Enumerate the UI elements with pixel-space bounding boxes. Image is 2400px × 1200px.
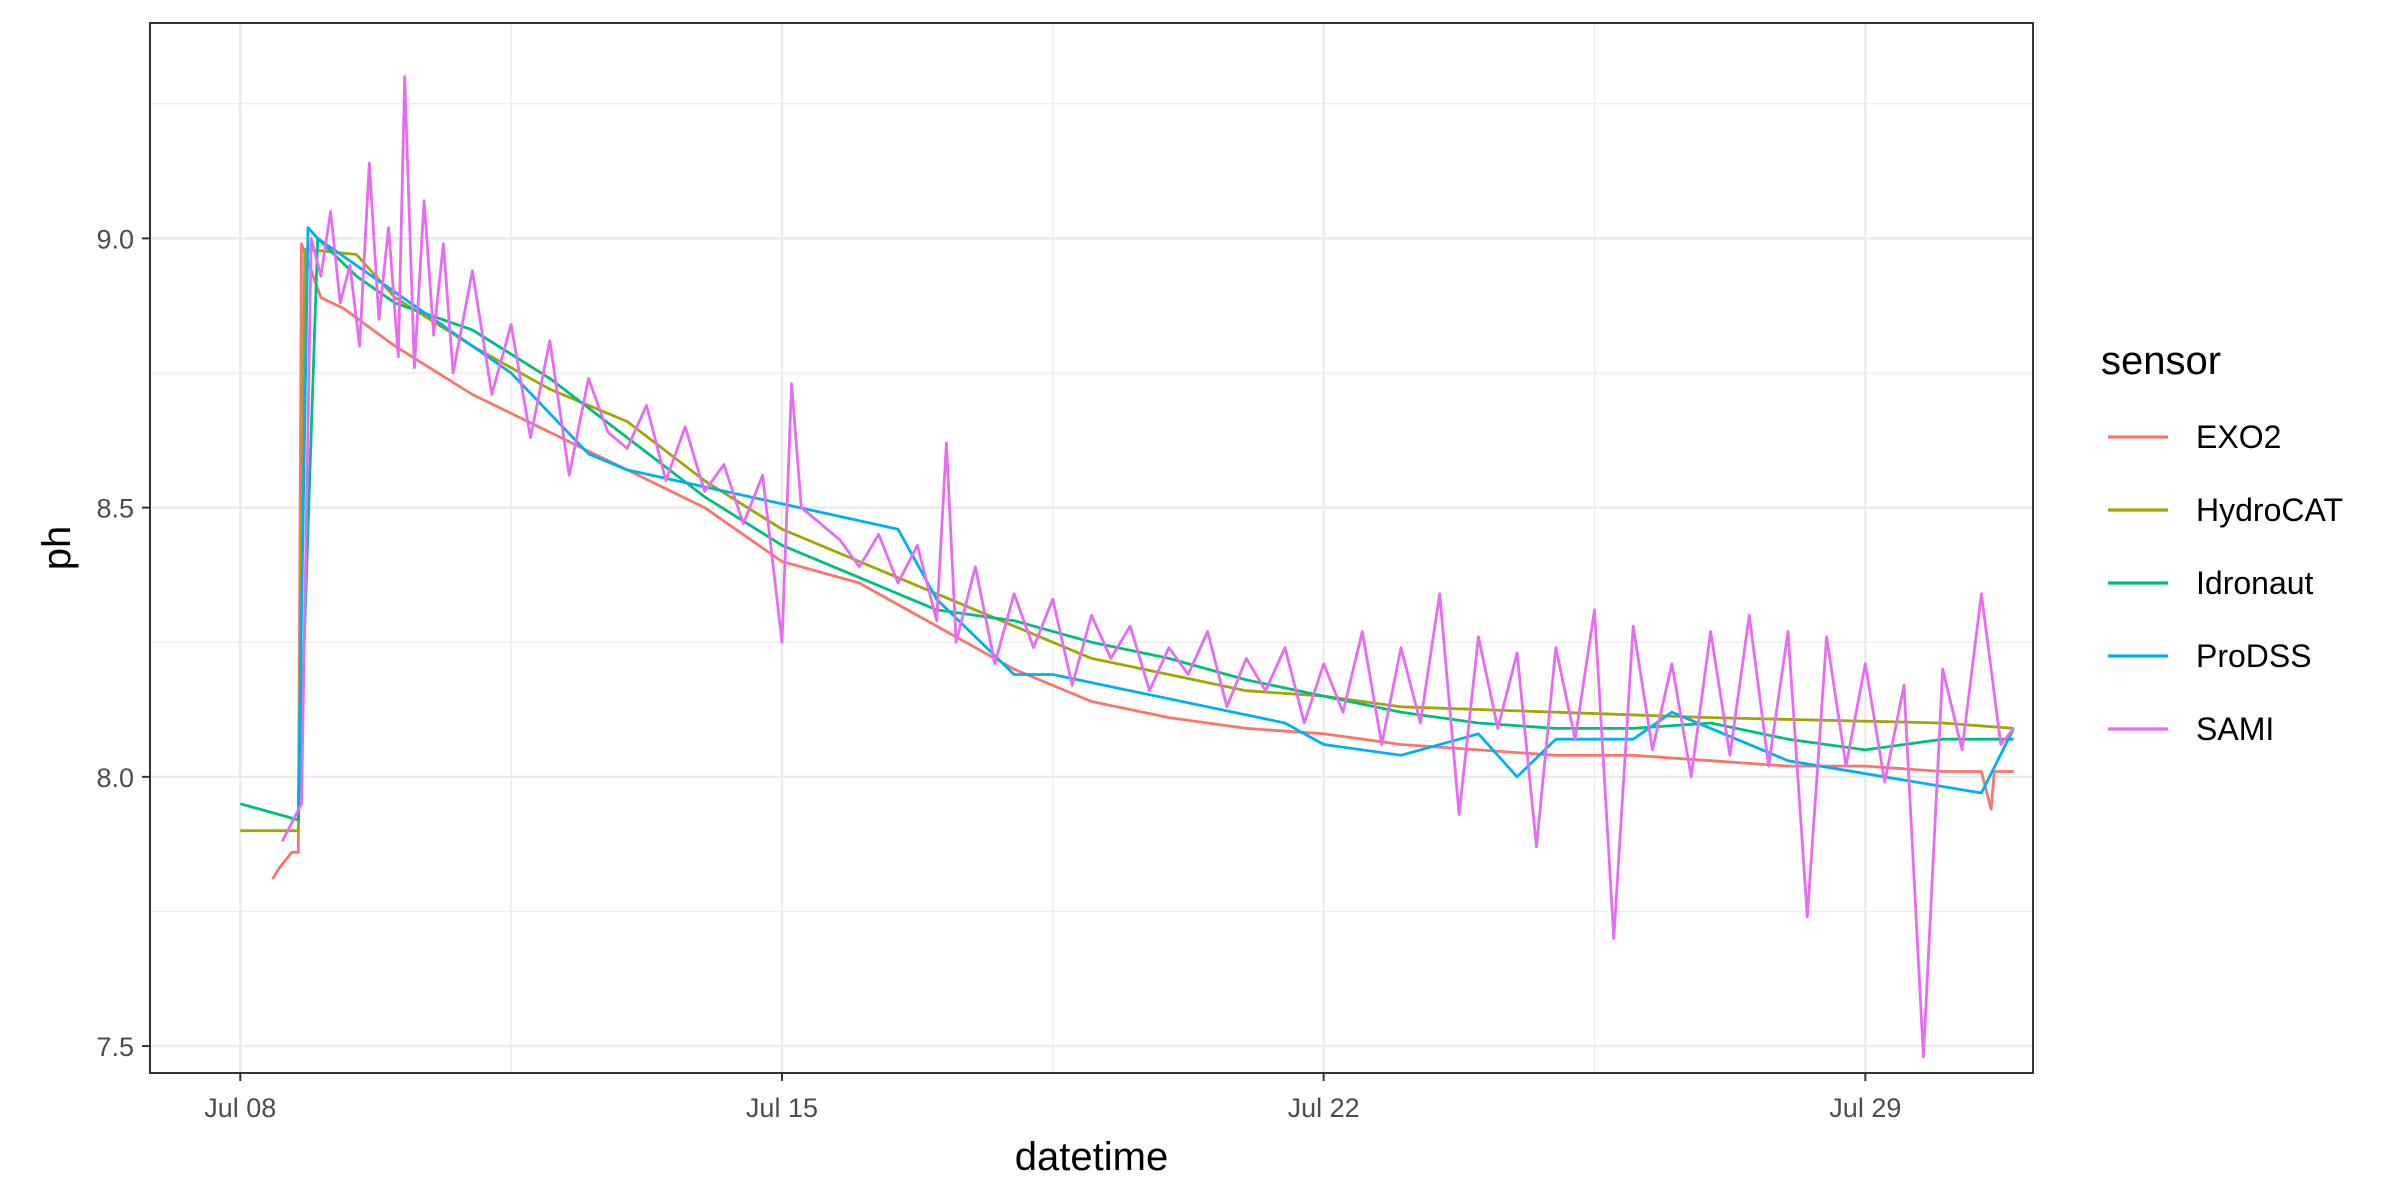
y-tick-label: 9.0 (96, 224, 134, 254)
y-tick-label: 8.5 (96, 494, 134, 524)
legend-label-exo2: EXO2 (2196, 419, 2281, 455)
legend-label-idronaut: Idronaut (2196, 565, 2314, 601)
y-axis-title: ph (35, 526, 79, 571)
y-tick-label: 7.5 (96, 1032, 134, 1062)
legend-title: sensor (2101, 339, 2221, 383)
x-tick-label: Jul 08 (204, 1093, 276, 1123)
legend-label-prodss: ProDSS (2196, 638, 2312, 674)
x-tick-label: Jul 15 (746, 1093, 818, 1123)
legend-label-hydrocat: HydroCAT (2196, 492, 2343, 528)
x-tick-label: Jul 22 (1288, 1093, 1360, 1123)
x-axis-title: datetime (1015, 1135, 1168, 1179)
x-tick-label: Jul 29 (1829, 1093, 1901, 1123)
y-tick-label: 8.0 (96, 763, 134, 793)
legend-label-sami: SAMI (2196, 711, 2274, 747)
